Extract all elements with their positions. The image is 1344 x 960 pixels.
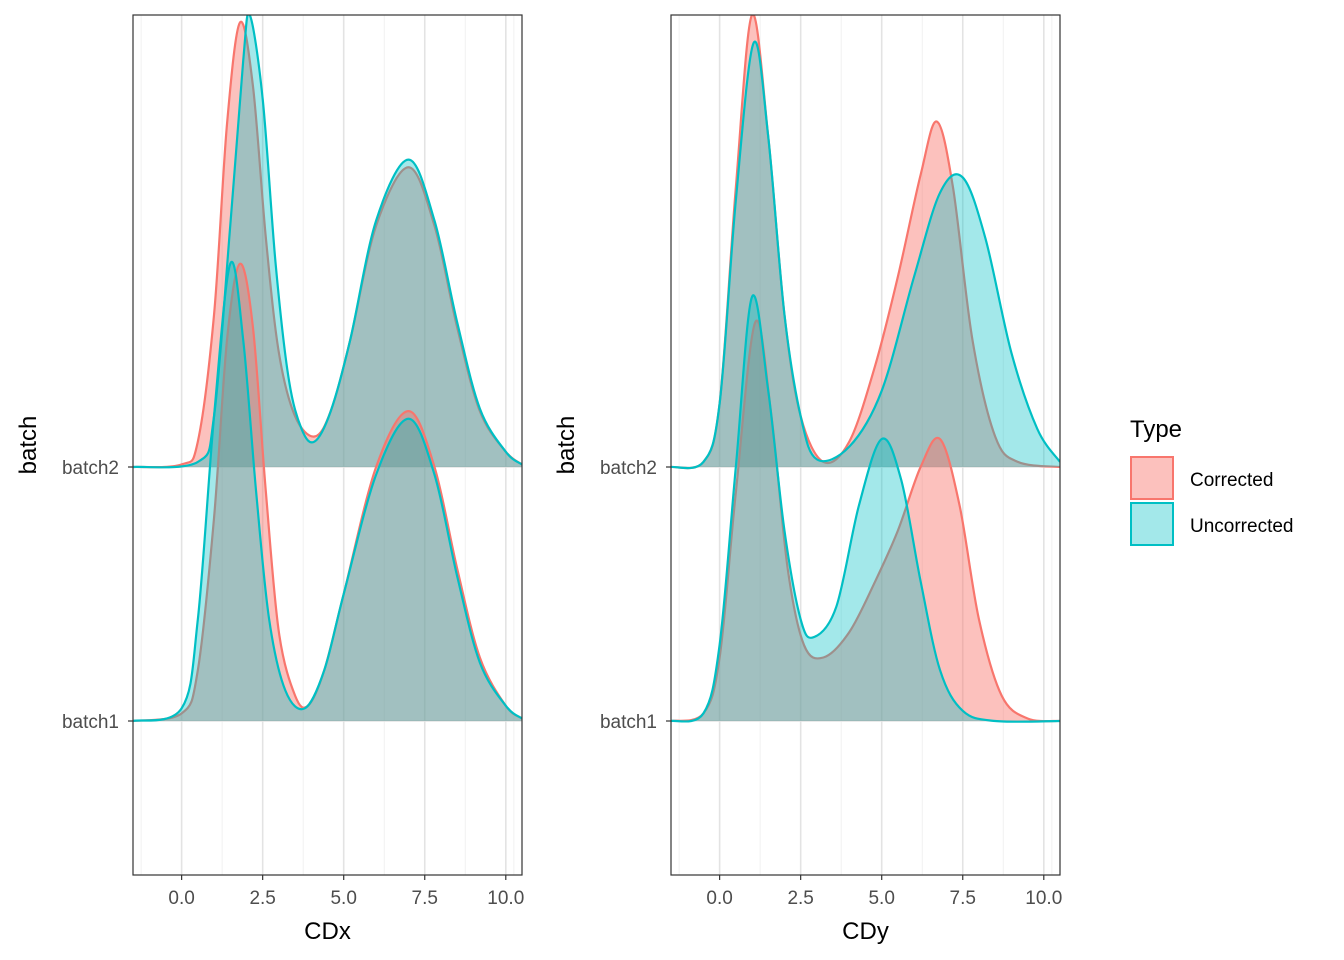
x-tick-label: 10.0 [487,888,524,909]
y-tick-label: batch1 [600,712,657,733]
y-tick-label: batch1 [62,712,119,733]
x-tick-label: 2.5 [249,888,275,909]
density-line-uncorrected-batch1 [671,294,1060,723]
y-axis-title: batch [553,416,580,475]
x-tick-label: 0.0 [706,888,732,909]
x-tick-label: 7.5 [412,888,438,909]
x-tick-label: 10.0 [1025,888,1062,909]
x-tick-label: 2.5 [787,888,813,909]
density-line-corrected-batch1 [133,262,522,723]
legend-key-uncorrected [1130,502,1174,546]
x-tick-label: 7.5 [950,888,976,909]
density-fill-corrected-batch2 [133,21,522,468]
density-line-uncorrected-batch2 [671,40,1060,470]
density-line-corrected-batch2 [671,15,1060,470]
density-layer [671,15,1060,723]
density-layer [133,15,522,723]
density-fill-corrected-batch2 [671,15,1060,469]
density-fill-uncorrected-batch1 [133,261,522,721]
density-line-uncorrected-batch2 [133,15,522,469]
density-fill-uncorrected-batch1 [671,295,1060,722]
x-tick-label: 5.0 [868,888,894,909]
panel-border [132,14,523,876]
legend-title: Type [1130,416,1182,443]
panel-2: 0.0 2.5 5.0 7.5 10.0 batch1 batch2 CDy batch [553,14,1062,945]
density-fill-corrected-batch1 [133,263,522,721]
legend-key-corrected [1130,456,1174,500]
y-axis-title: batch [15,416,42,475]
legend-label-corrected: Corrected [1190,470,1273,491]
density-fill-uncorrected-batch2 [133,15,522,468]
panel-border [670,14,1061,876]
x-tick-label: 0.0 [168,888,194,909]
y-tick-label: batch2 [62,458,119,479]
x-axis-title: CDy [842,918,889,945]
x-axis-title: CDx [304,918,351,945]
density-fill-corrected-batch1 [671,320,1060,722]
x-tick-label: 5.0 [330,888,356,909]
y-tick-label: batch2 [600,458,657,479]
panel-1: 0.0 2.5 5.0 7.5 10.0 batch1 batch2 CDx batch [15,14,524,945]
density-line-uncorrected-batch1 [133,260,522,723]
legend-label-uncorrected: Uncorrected [1190,516,1294,537]
density-line-corrected-batch1 [671,319,1060,723]
density-fill-uncorrected-batch2 [671,41,1060,469]
legend: Type Corrected Uncorrected [1130,416,1294,546]
